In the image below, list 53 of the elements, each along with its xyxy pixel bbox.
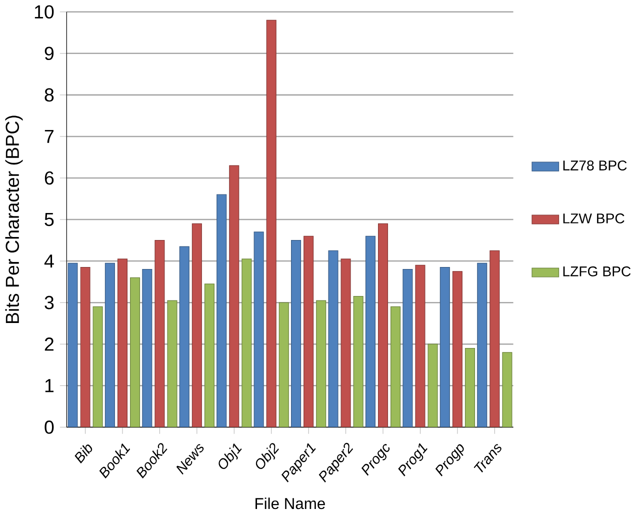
y-tick-label: 7 bbox=[44, 130, 54, 143]
bar bbox=[92, 306, 103, 428]
legend-label: LZFG BPC bbox=[563, 266, 631, 276]
bar bbox=[477, 262, 488, 428]
y-tick-label: 1 bbox=[45, 379, 54, 392]
bar bbox=[464, 348, 475, 428]
bar bbox=[428, 344, 438, 428]
bar bbox=[304, 236, 314, 428]
bar bbox=[353, 296, 364, 428]
legend-label: LZW BPC bbox=[563, 213, 624, 224]
bar bbox=[117, 258, 128, 428]
bar bbox=[154, 240, 165, 428]
bar bbox=[452, 270, 462, 428]
legend-label: LZ78 BPC bbox=[563, 160, 627, 170]
bar bbox=[291, 240, 302, 428]
bar bbox=[80, 266, 90, 428]
bar bbox=[104, 262, 115, 428]
y-tick-label: 4 bbox=[44, 254, 54, 268]
y-tick-label: 2 bbox=[44, 337, 54, 351]
y-tick-label: 8 bbox=[44, 88, 54, 102]
bar bbox=[502, 352, 512, 428]
bar bbox=[266, 20, 276, 428]
bar bbox=[192, 223, 202, 428]
bar bbox=[278, 302, 289, 428]
y-tick-label: 6 bbox=[44, 171, 54, 184]
y-tick-label: 5 bbox=[44, 212, 54, 226]
x-axis-title: File Name bbox=[256, 497, 325, 509]
bar bbox=[440, 266, 450, 428]
bar bbox=[340, 258, 351, 428]
bar bbox=[402, 268, 413, 428]
bar bbox=[316, 300, 326, 428]
bar bbox=[365, 236, 376, 428]
bar bbox=[390, 306, 401, 428]
bar bbox=[254, 232, 264, 428]
y-tick-label: 3 bbox=[44, 296, 54, 310]
bar bbox=[167, 300, 178, 428]
y-tick-label: 10 bbox=[34, 5, 54, 18]
y-tick-label: 0 bbox=[44, 420, 54, 434]
y-tick-label: 9 bbox=[44, 46, 54, 60]
bar bbox=[130, 277, 140, 428]
bar bbox=[229, 165, 240, 428]
y-axis-title: Bits Per Character (BPC) bbox=[5, 116, 23, 323]
bar bbox=[328, 250, 338, 428]
bar bbox=[490, 250, 500, 428]
bar bbox=[216, 194, 227, 428]
bar bbox=[204, 283, 214, 428]
bar bbox=[179, 246, 190, 428]
bar bbox=[415, 264, 426, 428]
bar bbox=[142, 268, 152, 428]
bar bbox=[378, 223, 388, 428]
x-tick-label: Bib bbox=[74, 444, 92, 464]
bar bbox=[68, 262, 78, 428]
bar bbox=[242, 258, 252, 428]
